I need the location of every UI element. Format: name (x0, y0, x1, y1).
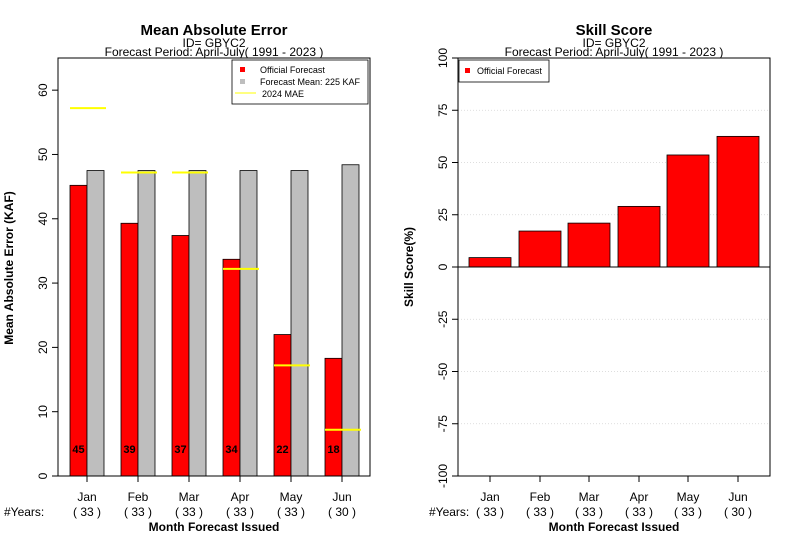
data-label-may: 22 (276, 444, 288, 456)
x-axis-label-2: Month Forecast Issued (549, 520, 680, 534)
years-label-feb: ( 33 ) (124, 505, 152, 519)
y-tick-label-20: 20 (36, 340, 50, 354)
y-tick-label-40: 40 (36, 212, 50, 226)
years-label-may: ( 33 ) (277, 505, 305, 519)
legend-swatch-forecast-mean (240, 79, 245, 84)
bar-official-jun (324, 357, 343, 477)
legend-box-2 (458, 59, 550, 83)
x-tick-label-2-mar: Mar (579, 490, 600, 504)
x-tick-label-feb: Feb (128, 490, 149, 504)
legend-label-mae: 2024 MAE (262, 89, 304, 99)
chart-subtitle-id-2: ID= GBYC2 (582, 36, 645, 50)
y-tick-label-30: 30 (36, 276, 50, 290)
legend-swatch-official-2 (465, 68, 470, 73)
data-label-mar: 37 (174, 444, 186, 456)
years-label-2-apr: ( 33 ) (625, 505, 653, 519)
y-tick-label-2--75: -75 (436, 415, 450, 433)
x-tick-label-jun: Jun (332, 490, 351, 504)
y-tick-label-50: 50 (36, 147, 50, 161)
legend-label-forecast-mean: Forecast Mean: 225 KAF (260, 77, 361, 87)
plot-frame (57, 57, 371, 477)
years-label-2-jun: ( 30 ) (724, 505, 752, 519)
bar-forecast-mean-feb (137, 170, 156, 477)
y-tick-label-2--50: -50 (436, 363, 450, 381)
bar-skill-mar (567, 222, 611, 268)
chart-title-2: Skill Score (576, 22, 653, 39)
data-label-jun: 18 (327, 444, 339, 456)
data-label-jan: 45 (72, 444, 84, 456)
x-tick-label-2-feb: Feb (530, 490, 551, 504)
years-caption: #Years: (4, 505, 44, 519)
bar-forecast-mean-mar (188, 170, 207, 477)
x-tick-label-apr: Apr (231, 490, 250, 504)
bar-skill-may (666, 154, 710, 268)
x-tick-label-2-apr: Apr (630, 490, 649, 504)
years-label-2-may: ( 33 ) (674, 505, 702, 519)
x-tick-label-jan: Jan (77, 490, 96, 504)
y-axis-label-2: Skill Score(%) (402, 227, 416, 307)
x-tick-label-may: May (280, 490, 303, 504)
bar-official-jan (69, 184, 88, 477)
legend-label-official-2: Official Forecast (477, 66, 542, 76)
bar-official-feb (120, 222, 139, 477)
chart-subtitle-id: ID= GBYC2 (182, 36, 245, 50)
x-tick-label-2-jun: Jun (728, 490, 747, 504)
years-label-2-jan: ( 33 ) (476, 505, 504, 519)
legend-box (231, 59, 369, 105)
bar-official-mar (171, 235, 190, 477)
years-label-apr: ( 33 ) (226, 505, 254, 519)
legend-label-official: Official Forecast (260, 65, 325, 75)
bar-skill-feb (518, 230, 562, 268)
y-tick-label-2--25: -25 (436, 310, 450, 328)
years-label-jan: ( 33 ) (73, 505, 101, 519)
y-tick-label-2-100: 100 (436, 48, 450, 68)
y-tick-label-2-50: 50 (436, 156, 450, 170)
years-label-2-mar: ( 33 ) (575, 505, 603, 519)
bar-skill-apr (617, 205, 661, 268)
bar-skill-jan (468, 257, 512, 268)
y-axis-label: Mean Absolute Error (KAF) (2, 191, 16, 345)
years-caption-2: #Years: (429, 505, 469, 519)
bar-forecast-mean-jan (86, 170, 105, 477)
y-tick-label-60: 60 (36, 83, 50, 97)
y-tick-label-2-25: 25 (436, 208, 450, 222)
years-label-2-feb: ( 33 ) (526, 505, 554, 519)
x-tick-label-2-may: May (677, 490, 700, 504)
legend-swatch-official (240, 67, 245, 72)
x-tick-label-mar: Mar (179, 490, 200, 504)
chart-subtitle-period: Forecast Period: April-July( 1991 - 2023… (105, 45, 324, 59)
years-label-mar: ( 33 ) (175, 505, 203, 519)
data-label-apr: 34 (225, 444, 238, 456)
x-axis-label: Month Forecast Issued (149, 520, 280, 534)
x-tick-label-2-jan: Jan (480, 490, 499, 504)
y-tick-label-2-75: 75 (436, 103, 450, 117)
bar-forecast-mean-apr (239, 170, 258, 477)
chart-title: Mean Absolute Error (141, 22, 288, 39)
bar-forecast-mean-may (290, 170, 309, 477)
years-label-jun: ( 30 ) (328, 505, 356, 519)
y-tick-label-2--100: -100 (436, 464, 450, 488)
y-tick-label-2-0: 0 (436, 263, 450, 270)
chart-subtitle-period-2: Forecast Period: April-July( 1991 - 2023… (505, 45, 724, 59)
data-label-feb: 39 (123, 444, 135, 456)
y-tick-label-10: 10 (36, 405, 50, 419)
bar-skill-jun (716, 135, 760, 268)
y-tick-label-0: 0 (36, 472, 50, 479)
